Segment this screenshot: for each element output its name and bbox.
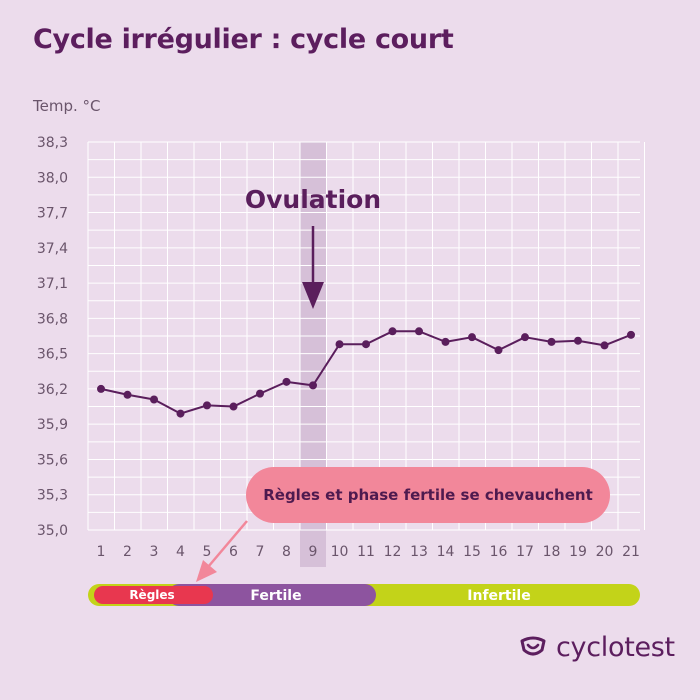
overlap-callout: Règles et phase fertile se chevauchent [246,467,610,523]
x-tick-label: 10 [331,544,349,560]
x-tick-label: 11 [357,544,375,560]
y-tick-label: 38,3 [37,135,68,151]
y-tick-label: 35,0 [37,523,68,539]
data-point [627,330,635,339]
data-point [521,333,529,342]
x-tick-label: 15 [463,544,481,560]
data-point [494,346,503,355]
data-point [441,337,450,346]
data-point [309,381,317,390]
data-point [282,377,291,386]
y-tick-label: 36,8 [37,311,68,327]
data-point [362,340,370,349]
x-tick-label: 1 [97,544,106,560]
x-tick-label: 4 [176,544,185,560]
y-tick-label: 35,3 [37,488,68,504]
page-title: Cycle irrégulier : cycle court [33,24,454,55]
data-point [256,389,264,398]
x-tick-label: 5 [203,544,212,560]
cyclotest-logo-icon [520,636,546,655]
x-tick-label: 18 [543,544,561,560]
ovulation-label: Ovulation [245,185,381,214]
x-tick-label: 9 [309,544,318,560]
phase-regles-label: Règles [129,588,174,602]
x-tick-label: 2 [123,544,132,560]
ovulation-arrow-head [302,282,324,309]
callout-arrow-shaft [207,520,248,568]
x-tick-label: 17 [516,544,534,560]
phase-fertile-bar [168,584,376,606]
x-tick-label: 14 [437,544,455,560]
y-tick-label: 36,5 [37,347,68,363]
data-point [176,409,185,418]
y-tick-label: 37,1 [37,276,68,292]
callout-arrow-head [196,560,217,582]
x-tick-label: 12 [384,544,402,560]
brand-name: cyclotest [556,632,675,663]
x-tick-label: 16 [490,544,508,560]
x-tick-label: 13 [410,544,428,560]
y-tick-label: 35,9 [37,417,68,433]
data-point [547,337,556,346]
phase-regles-bar [94,586,213,604]
y-tick-label: 37,7 [37,206,68,222]
brand-logo: cyclotest [518,632,675,663]
x-tick-label: 20 [596,544,614,560]
data-point [123,390,132,399]
y-tick-label: 36,2 [37,382,68,398]
phase-fertile-label: Fertile [250,588,301,604]
y-tick-label: 38,0 [37,170,68,186]
data-point [600,341,609,350]
x-tick-label: 7 [256,544,265,560]
data-point [388,327,397,336]
x-tick-label: 19 [569,544,587,560]
data-point [97,384,105,393]
phase-infertile-label: Infertile [467,588,530,604]
data-point [468,333,476,342]
data-point [203,401,211,410]
data-point [574,336,582,345]
data-point [229,402,238,411]
y-axis-label: Temp. °C [33,97,101,115]
data-point [335,340,344,349]
x-tick-label: 6 [229,544,238,560]
data-point [150,395,158,404]
x-tick-label: 8 [282,544,291,560]
x-tick-label: 3 [150,544,159,560]
x-tick-label: 21 [622,544,640,560]
y-tick-label: 37,4 [37,241,68,257]
data-point [415,327,423,336]
y-tick-label: 35,6 [37,452,68,468]
